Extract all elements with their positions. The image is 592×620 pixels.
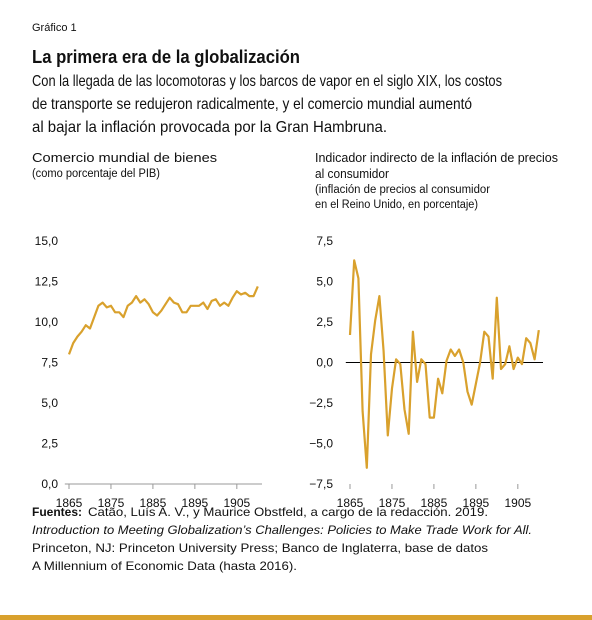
figure-subtitle: de transporte se redujeron radicalmente,…	[32, 96, 472, 113]
panel-subtitle: (inflación de precios al consumidor	[315, 184, 490, 196]
x-tick-label: 1905	[504, 496, 531, 510]
sources-text: A Millennium of Economic Data (hasta 201…	[32, 559, 297, 573]
sources-text: Catão, Luís A. V., y Maurice Obstfeld, a…	[88, 505, 488, 519]
figure-subtitle: Con la llegada de las locomotoras y los …	[32, 73, 502, 90]
y-tick-label: 2,5	[41, 437, 58, 451]
data-line	[348, 259, 540, 469]
y-tick-label: 7,5	[316, 234, 333, 248]
panel-subtitle: (como porcentaje del PIB)	[32, 168, 160, 180]
y-tick-label: 2,5	[316, 315, 333, 329]
x-tick-label: 1865	[56, 496, 83, 510]
x-tick-label: 1875	[379, 496, 406, 510]
y-tick-label: 12,5	[35, 275, 59, 289]
y-tick-label: 0,0	[41, 477, 58, 491]
x-tick-label: 1895	[182, 496, 209, 510]
panel-title: al consumidor	[315, 166, 390, 181]
y-tick-label: 15,0	[35, 234, 59, 248]
sources-text: Introduction to Meeting Globalization’s …	[32, 523, 532, 537]
data-line	[67, 285, 259, 355]
x-tick-label: 1885	[421, 496, 448, 510]
figure-subtitle: al bajar la inflación provocada por la G…	[32, 119, 387, 136]
y-tick-label: −7,5	[309, 477, 333, 491]
x-tick-label: 1895	[463, 496, 490, 510]
y-tick-label: 0,0	[316, 356, 333, 370]
x-tick-label: 1875	[98, 496, 125, 510]
panel-subtitle: en el Reino Unido, en porcentaje)	[315, 199, 478, 211]
bottom-rule	[0, 615, 592, 620]
y-tick-label: −2,5	[309, 396, 333, 410]
x-tick-label: 1905	[223, 496, 250, 510]
y-tick-label: 10,0	[35, 315, 59, 329]
x-tick-label: 1885	[140, 496, 167, 510]
panel-title: Indicador indirecto de la inflación de p…	[315, 150, 558, 165]
x-tick-label: 1865	[337, 496, 364, 510]
y-tick-label: 7,5	[41, 356, 58, 370]
sources-label: Fuentes:	[32, 505, 82, 519]
sources-text: Princeton, NJ: Princeton University Pres…	[32, 541, 488, 555]
y-tick-label: −5,0	[309, 437, 333, 451]
figure-label: Gráfico 1	[32, 22, 77, 34]
y-tick-label: 5,0	[41, 396, 58, 410]
panel-title: Comercio mundial de bienes	[32, 150, 218, 165]
y-tick-label: 5,0	[316, 275, 333, 289]
figure-title: La primera era de la globalización	[32, 47, 300, 67]
